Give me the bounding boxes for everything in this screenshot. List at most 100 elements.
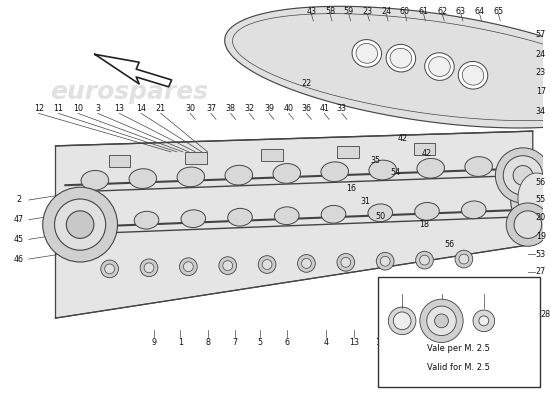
- Ellipse shape: [177, 167, 205, 187]
- Text: 65: 65: [493, 6, 503, 16]
- Circle shape: [184, 262, 193, 272]
- Text: 63: 63: [456, 6, 466, 16]
- Text: 41: 41: [319, 104, 329, 113]
- Text: 57: 57: [536, 30, 546, 39]
- FancyBboxPatch shape: [261, 149, 283, 161]
- Ellipse shape: [134, 211, 159, 229]
- Circle shape: [459, 254, 469, 264]
- Ellipse shape: [465, 157, 492, 176]
- Text: eurospares: eurospares: [328, 240, 442, 258]
- Ellipse shape: [425, 53, 454, 80]
- Circle shape: [496, 148, 550, 203]
- Circle shape: [258, 256, 276, 273]
- Text: 33: 33: [337, 104, 347, 113]
- Text: 12: 12: [34, 104, 44, 113]
- Text: 29: 29: [508, 294, 518, 303]
- Circle shape: [513, 166, 533, 185]
- Text: 14: 14: [136, 104, 146, 113]
- Circle shape: [420, 255, 430, 265]
- Ellipse shape: [461, 201, 486, 219]
- Circle shape: [514, 211, 542, 238]
- Text: 30: 30: [185, 104, 195, 113]
- Text: 13: 13: [349, 338, 359, 347]
- Text: 49: 49: [463, 338, 473, 347]
- Circle shape: [479, 316, 489, 326]
- FancyBboxPatch shape: [109, 155, 130, 166]
- Text: 50: 50: [375, 212, 386, 221]
- Ellipse shape: [129, 169, 157, 188]
- Text: 24: 24: [536, 50, 546, 59]
- Circle shape: [427, 306, 456, 336]
- Circle shape: [416, 251, 433, 269]
- Polygon shape: [56, 131, 533, 318]
- Text: 6: 6: [284, 338, 289, 347]
- Circle shape: [503, 156, 543, 195]
- Text: 62: 62: [437, 6, 447, 16]
- Circle shape: [393, 312, 411, 330]
- Text: 5: 5: [257, 338, 263, 347]
- Ellipse shape: [390, 48, 412, 68]
- Text: 26: 26: [398, 287, 406, 293]
- Text: 52: 52: [525, 302, 535, 311]
- Circle shape: [388, 307, 416, 335]
- Circle shape: [179, 258, 197, 276]
- Text: 13: 13: [114, 104, 124, 113]
- Text: 8: 8: [206, 338, 211, 347]
- Text: 47: 47: [14, 215, 24, 224]
- Text: 40: 40: [284, 104, 294, 113]
- Text: 39: 39: [264, 104, 274, 113]
- Text: 42: 42: [421, 149, 432, 158]
- Circle shape: [219, 257, 236, 274]
- Ellipse shape: [228, 208, 252, 226]
- Circle shape: [434, 314, 448, 328]
- Text: 18: 18: [420, 220, 430, 229]
- Circle shape: [301, 258, 311, 268]
- Text: 55: 55: [536, 196, 546, 204]
- Text: 44: 44: [433, 338, 443, 347]
- Text: 25: 25: [491, 286, 502, 295]
- Text: 23: 23: [362, 6, 372, 16]
- Circle shape: [376, 252, 394, 270]
- Ellipse shape: [274, 207, 299, 225]
- FancyBboxPatch shape: [414, 143, 436, 155]
- Ellipse shape: [428, 57, 450, 76]
- Ellipse shape: [352, 40, 382, 67]
- Circle shape: [54, 199, 106, 250]
- Ellipse shape: [417, 158, 444, 178]
- FancyBboxPatch shape: [338, 146, 359, 158]
- Ellipse shape: [369, 160, 397, 180]
- Text: 22: 22: [301, 79, 311, 88]
- Circle shape: [144, 263, 154, 273]
- Text: 24: 24: [381, 6, 391, 16]
- Text: 11: 11: [53, 104, 63, 113]
- Text: 46: 46: [14, 254, 24, 264]
- Text: Valid for M. 2.5: Valid for M. 2.5: [427, 363, 490, 372]
- Circle shape: [67, 211, 94, 238]
- Text: 38: 38: [226, 104, 235, 113]
- Text: 29: 29: [461, 360, 471, 366]
- Text: 56: 56: [444, 240, 454, 249]
- Text: 28: 28: [541, 310, 550, 319]
- Text: eurospares: eurospares: [50, 80, 208, 104]
- Text: 23: 23: [536, 68, 546, 76]
- Text: 31: 31: [360, 198, 371, 206]
- Text: 10: 10: [73, 104, 83, 113]
- Text: 15: 15: [437, 287, 446, 293]
- Text: 60: 60: [400, 6, 410, 16]
- Polygon shape: [95, 54, 172, 87]
- Text: 35: 35: [370, 156, 381, 165]
- Text: 36: 36: [301, 104, 311, 113]
- Text: Vale per M. 2.5: Vale per M. 2.5: [427, 344, 490, 353]
- Ellipse shape: [386, 44, 416, 72]
- Text: 53: 53: [536, 250, 546, 259]
- Ellipse shape: [321, 206, 346, 223]
- Ellipse shape: [368, 204, 393, 222]
- Text: 16: 16: [346, 184, 356, 193]
- Ellipse shape: [87, 213, 112, 230]
- Text: 48: 48: [491, 338, 501, 347]
- Text: 26: 26: [405, 338, 415, 347]
- Ellipse shape: [81, 170, 109, 190]
- Text: 59: 59: [344, 6, 354, 16]
- Circle shape: [473, 310, 494, 332]
- Text: 2: 2: [16, 196, 21, 204]
